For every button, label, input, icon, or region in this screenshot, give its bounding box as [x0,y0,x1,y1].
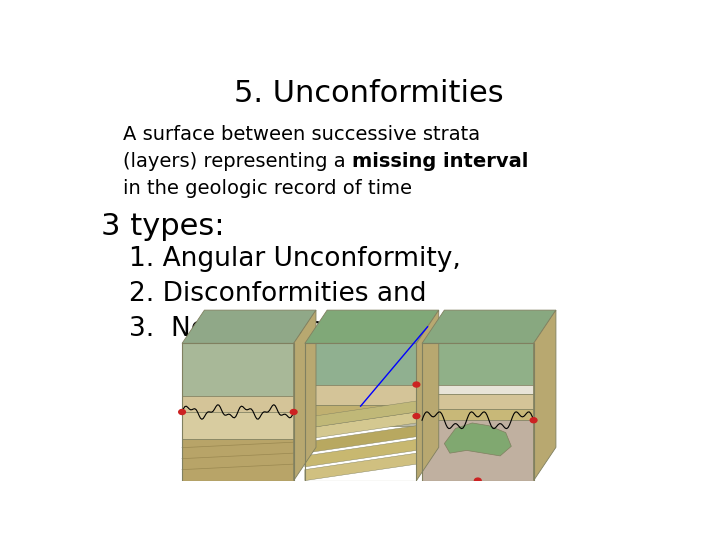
Text: missing interval: missing interval [352,152,528,171]
Polygon shape [305,401,416,428]
Polygon shape [422,409,534,420]
Polygon shape [182,310,316,343]
Polygon shape [422,343,534,384]
Polygon shape [182,395,294,412]
Polygon shape [444,423,511,456]
Polygon shape [305,343,416,384]
Text: 1. Angular Unconformity,: 1. Angular Unconformity, [129,246,461,272]
Circle shape [290,409,297,415]
Polygon shape [305,412,416,440]
Circle shape [179,409,186,415]
Polygon shape [305,416,416,426]
Polygon shape [305,405,416,416]
Polygon shape [305,384,416,405]
Text: A surface between successive strata: A surface between successive strata [124,125,481,144]
Polygon shape [305,453,416,481]
Text: 2. Disconformities and: 2. Disconformities and [129,281,426,307]
Circle shape [530,418,537,423]
Polygon shape [294,310,316,481]
Text: (layers) representing a: (layers) representing a [124,152,352,171]
Polygon shape [305,310,438,343]
Polygon shape [305,440,416,467]
Text: 3 types:: 3 types: [101,212,225,241]
Text: 5. Unconformities: 5. Unconformities [234,79,504,109]
Polygon shape [305,426,416,453]
Circle shape [413,382,420,387]
Circle shape [474,478,481,483]
Polygon shape [182,412,294,440]
Polygon shape [182,440,294,481]
Text: in the geologic record of time: in the geologic record of time [124,179,413,198]
Polygon shape [422,384,534,394]
Polygon shape [534,310,556,481]
Text: 3.  Nonconformity: 3. Nonconformity [129,316,366,342]
Polygon shape [182,343,294,395]
Circle shape [413,414,420,418]
Polygon shape [422,310,556,343]
Polygon shape [422,420,534,481]
Polygon shape [422,394,534,409]
Polygon shape [416,310,438,481]
